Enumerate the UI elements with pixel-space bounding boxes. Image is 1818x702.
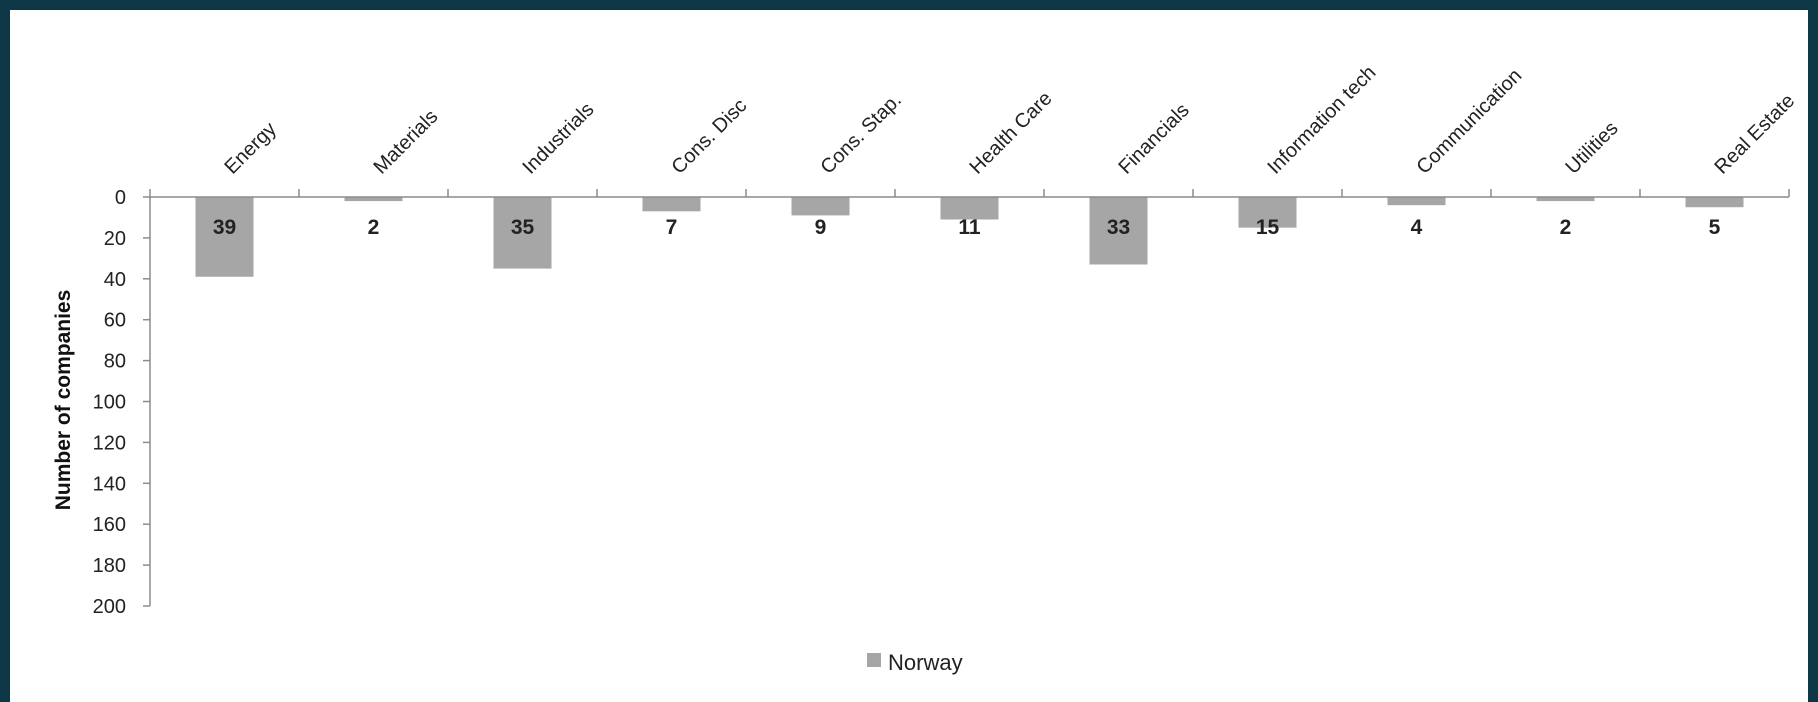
labels-group: Energy 39 Materials 2 Industrials 35 Cons. Dis… [213, 62, 1799, 239]
y-tick-label: 60 [104, 310, 126, 332]
y-tick-label: 140 [93, 473, 126, 495]
category-label: Health Care [965, 88, 1056, 179]
data-label: 9 [815, 216, 827, 239]
bars-group [195, 197, 1744, 277]
bar-industrials [493, 197, 552, 269]
y-axis-title: Number of companies [52, 290, 75, 511]
legend: Norway [867, 650, 963, 675]
y-tick-label: 100 [93, 392, 126, 414]
bar-energy [195, 197, 254, 277]
bar-financials [1089, 197, 1148, 265]
data-label: 33 [1107, 216, 1130, 239]
chart-top-bar [0, 0, 1818, 10]
category-label: Industrials [518, 99, 598, 179]
y-tick-label: 0 [115, 187, 126, 209]
category-label: Information tech [1263, 62, 1380, 179]
category-label: Cons. Disc [667, 95, 751, 179]
data-label: 2 [1560, 216, 1572, 239]
legend-swatch-norway [867, 653, 881, 667]
y-tick-label: 160 [93, 514, 126, 536]
category-label: Materials [369, 106, 442, 179]
category-label: Cons. Stap. [816, 89, 905, 178]
bar-information-tech [1238, 197, 1297, 228]
data-label: 5 [1709, 216, 1721, 239]
legend-label-norway: Norway [888, 650, 963, 675]
y-tick-label: 20 [104, 228, 126, 250]
y-tick-label: 180 [93, 555, 126, 577]
data-label: 15 [1256, 216, 1280, 239]
y-tick-label: 120 [93, 432, 126, 454]
category-label: Real Estate [1710, 90, 1799, 179]
data-label: 35 [511, 216, 535, 239]
category-label: Financials [1114, 99, 1193, 178]
y-tick-label: 80 [104, 351, 126, 373]
bar-cons-disc [642, 197, 701, 212]
data-label: 4 [1411, 216, 1423, 239]
bar-cons-stap [791, 197, 850, 216]
y-tick-label: 40 [104, 269, 126, 291]
bar-real-estate [1685, 197, 1744, 208]
bar-communication [1387, 197, 1446, 206]
category-label: Communication [1412, 65, 1526, 179]
category-label: Utilities [1561, 117, 1622, 178]
axes-group: 0 20 40 60 80 100 120 140 160 180 200 [93, 187, 1790, 618]
data-label: 7 [666, 216, 678, 239]
data-label: 2 [368, 216, 380, 239]
bar-utilities [1536, 197, 1595, 202]
category-label: Energy [220, 118, 280, 178]
y-tick-label: 200 [93, 596, 126, 618]
data-label: 11 [958, 216, 981, 239]
bar-materials [344, 197, 403, 202]
data-label: 39 [213, 216, 236, 239]
bar-health-care [940, 197, 999, 220]
